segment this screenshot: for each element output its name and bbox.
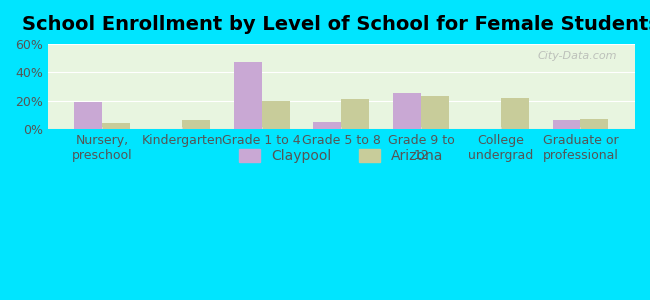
Bar — [102, 123, 130, 129]
Bar — [421, 96, 449, 129]
Bar — [393, 94, 421, 129]
Text: City-Data.com: City-Data.com — [538, 51, 617, 61]
Bar — [234, 62, 262, 129]
Bar — [262, 100, 289, 129]
Title: School Enrollment by Level of School for Female Students: School Enrollment by Level of School for… — [23, 15, 650, 34]
Bar — [341, 99, 369, 129]
Bar — [580, 119, 608, 129]
Bar — [500, 98, 528, 129]
Bar — [182, 120, 210, 129]
Bar — [75, 102, 102, 129]
Legend: Claypool, Arizona: Claypool, Arizona — [233, 144, 449, 169]
Bar — [552, 120, 580, 129]
Bar — [313, 122, 341, 129]
